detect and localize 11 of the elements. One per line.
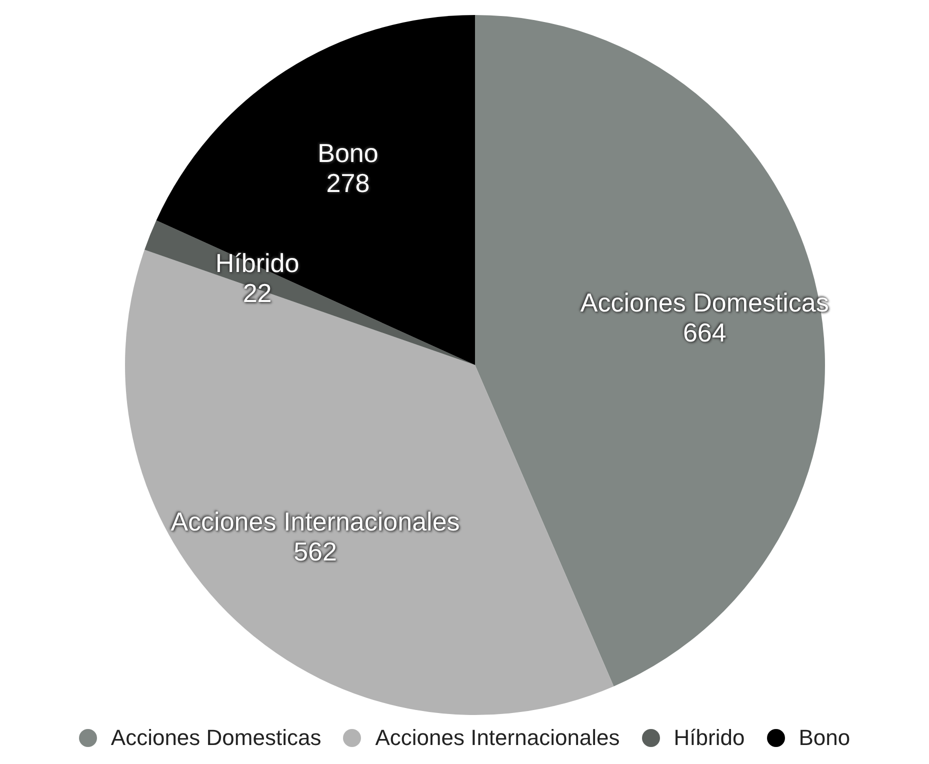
slice-label: Acciones Internacionales xyxy=(170,506,460,537)
legend-label: Acciones Internacionales xyxy=(375,725,620,751)
data-label: 278 xyxy=(326,168,370,198)
legend-label: Bono xyxy=(798,725,850,751)
data-label: 664 xyxy=(682,318,726,348)
pie-slice xyxy=(156,15,475,365)
slice-label: Bono xyxy=(318,138,378,168)
data-label: 562 xyxy=(294,536,337,567)
legend-label: Híbrido xyxy=(674,725,745,751)
slice-label: Híbrido xyxy=(215,248,300,278)
legend-label: Acciones Domesticas xyxy=(110,725,322,751)
